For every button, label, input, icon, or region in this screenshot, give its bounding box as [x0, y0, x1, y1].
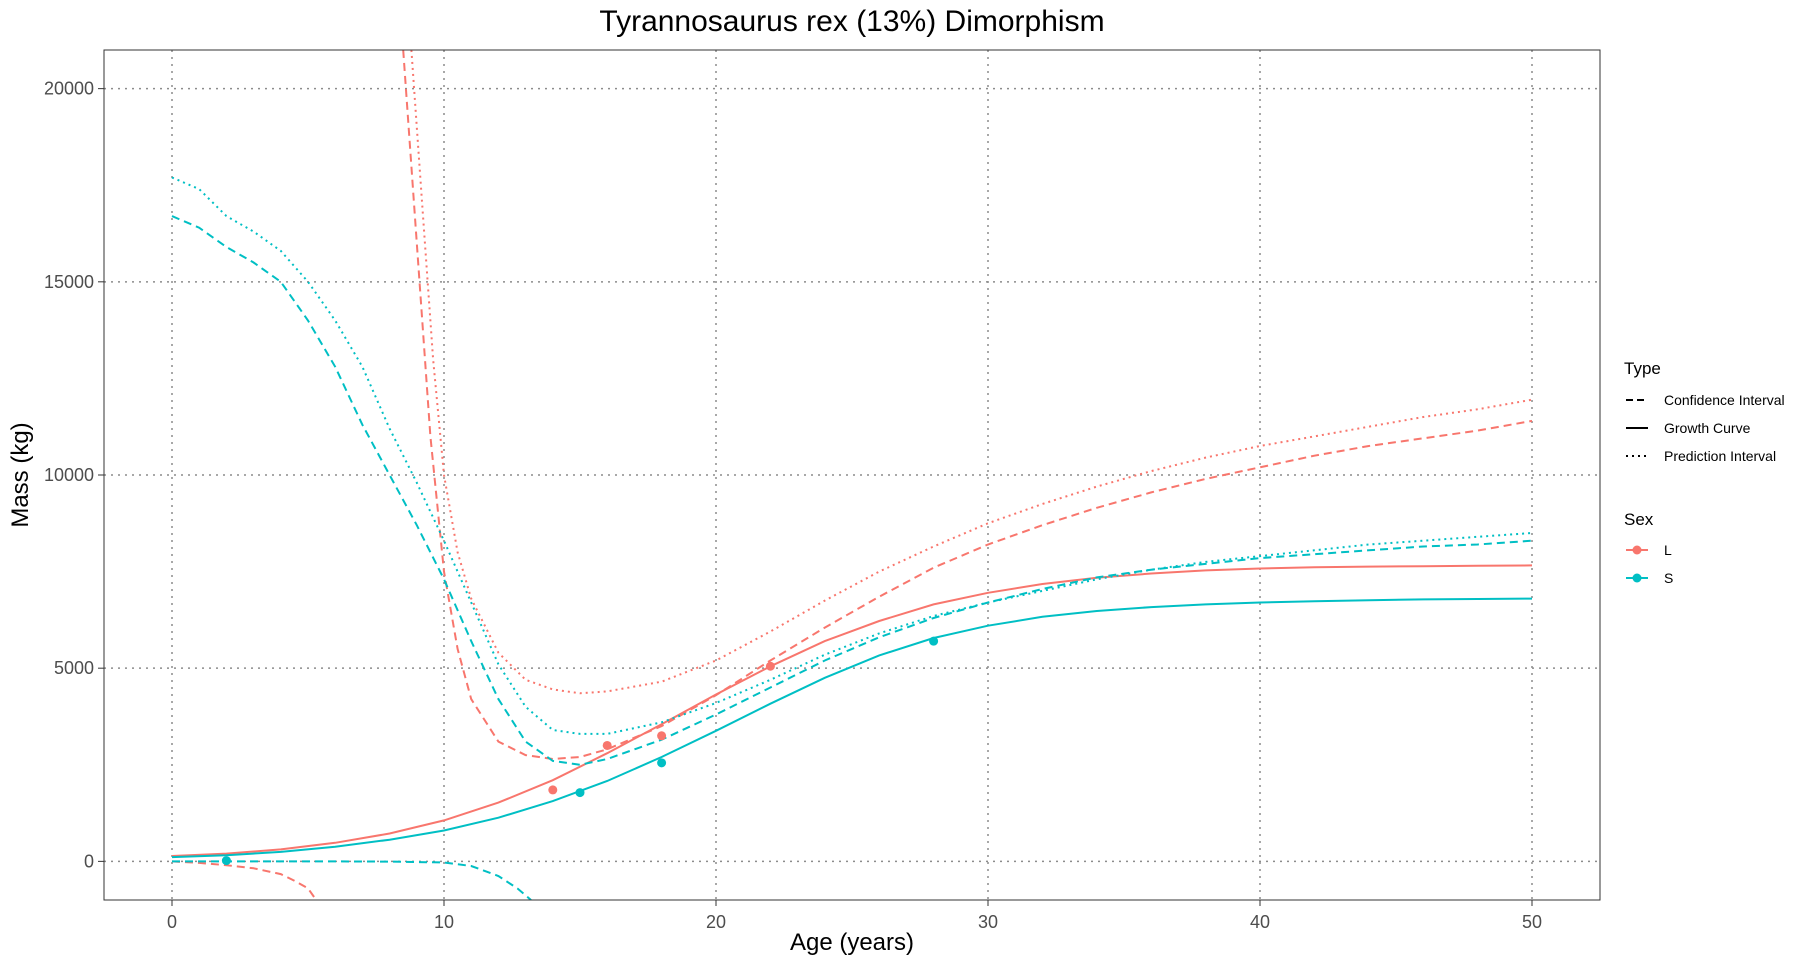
prediction-interval-s-upper — [171, 176, 1533, 735]
confidence-interval-s-upper — [171, 215, 1533, 766]
growth-curve-l — [171, 564, 1533, 857]
legend-label-prediction-interval: Prediction Interval — [1664, 448, 1776, 464]
chart-title: Tyrannosaurus rex (13%) Dimorphism — [599, 5, 1104, 38]
x-tick-label: 10 — [434, 912, 454, 932]
legend-sex-title: Sex — [1624, 510, 1654, 529]
x-tick-label: 0 — [167, 912, 177, 932]
y-tick-label: 15000 — [44, 272, 94, 292]
legend: Type Confidence Interval Growth Curve Pr… — [1624, 359, 1785, 586]
growth-curve-s — [171, 597, 1533, 859]
x-tick-label: 40 — [1250, 912, 1270, 932]
observation-point-l — [602, 740, 612, 750]
observation-points — [221, 636, 939, 866]
observation-point-l — [765, 661, 775, 671]
legend-key-l-point — [1632, 545, 1642, 555]
grid-lines — [104, 50, 1600, 900]
x-axis-title: Age (years) — [790, 929, 914, 956]
y-tick-label: 0 — [84, 851, 94, 871]
legend-key-s-point — [1632, 573, 1642, 583]
observation-point-s — [657, 758, 667, 768]
observation-point-s — [221, 856, 231, 866]
confidence-interval-l-upper — [402, 50, 1533, 761]
legend-label-growth-curve: Growth Curve — [1664, 420, 1751, 436]
y-tick-label: 5000 — [54, 658, 94, 678]
x-axis: 0 10 20 30 40 50 — [167, 900, 1542, 932]
y-axis: 0 5000 10000 15000 20000 — [44, 79, 104, 871]
observation-point-l — [657, 731, 667, 741]
legend-label-confidence-interval: Confidence Interval — [1664, 392, 1785, 408]
confidence-interval-l-lower — [171, 860, 318, 900]
y-tick-label: 10000 — [44, 465, 94, 485]
y-axis-title: Mass (kg) — [7, 422, 34, 527]
legend-label-s: S — [1664, 570, 1673, 586]
legend-label-l: L — [1664, 542, 1672, 558]
prediction-interval-l-upper — [410, 50, 1533, 695]
x-tick-label: 20 — [706, 912, 726, 932]
series-layer — [171, 50, 1533, 900]
observation-point-s — [929, 636, 939, 646]
observation-point-l — [548, 785, 558, 795]
y-tick-label: 20000 — [44, 79, 94, 99]
legend-type-title: Type — [1624, 359, 1661, 378]
observation-point-s — [575, 788, 585, 798]
x-tick-label: 50 — [1522, 912, 1542, 932]
confidence-interval-s-lower — [172, 860, 532, 900]
x-tick-label: 30 — [978, 912, 998, 932]
